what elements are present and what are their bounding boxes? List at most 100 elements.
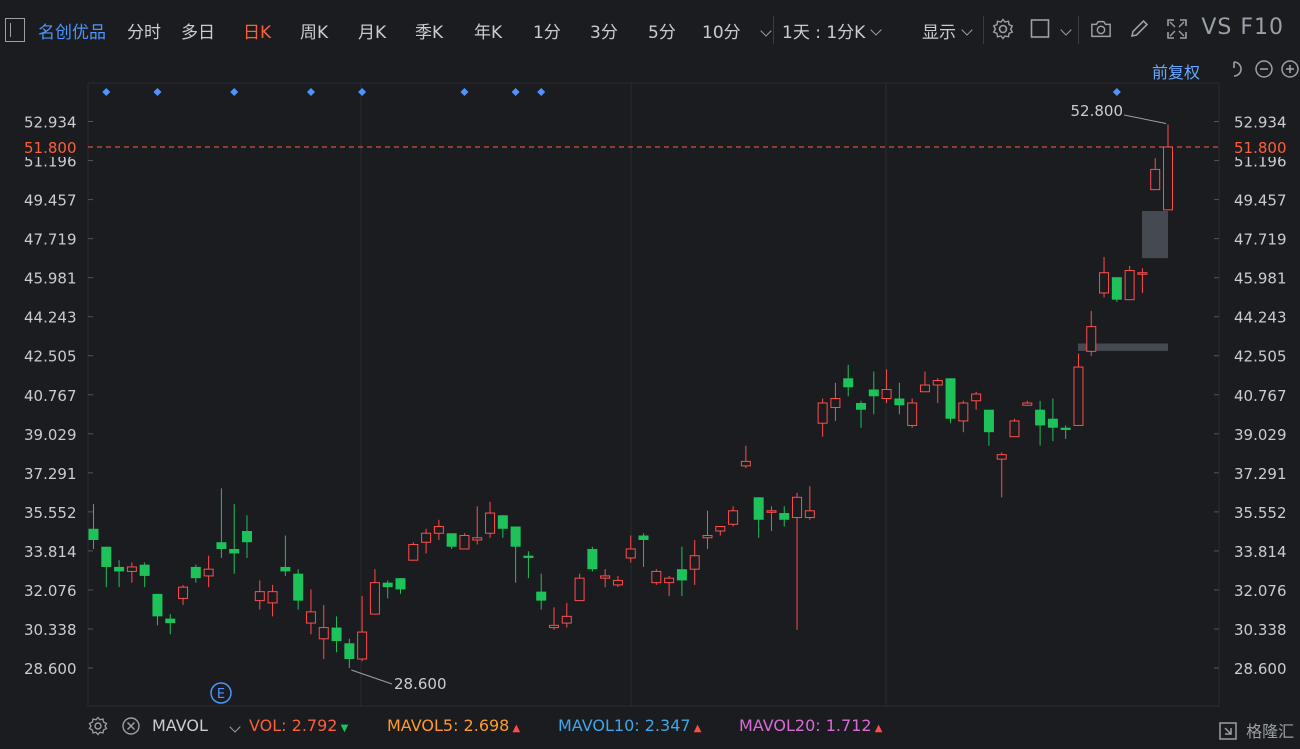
candle-body bbox=[715, 526, 726, 532]
candle-body bbox=[1163, 146, 1173, 211]
candle-body bbox=[1150, 168, 1161, 191]
tab-weekly-k[interactable]: 周K bbox=[300, 23, 329, 43]
candle-body bbox=[804, 510, 815, 519]
tab-5min[interactable]: 5分 bbox=[648, 23, 676, 43]
y-tick-label-right: 51.196 bbox=[1234, 153, 1287, 171]
adjust-mode-label[interactable]: 前复权 bbox=[1152, 63, 1201, 82]
camera-icon[interactable] bbox=[1090, 18, 1112, 40]
tab-yearly-k[interactable]: 年K bbox=[474, 23, 503, 43]
zoom-in-icon[interactable] bbox=[1280, 59, 1300, 79]
candle-body bbox=[114, 566, 125, 572]
close-icon[interactable] bbox=[121, 716, 141, 736]
y-tick-label-left: 49.457 bbox=[24, 192, 77, 210]
tab-monthly-k[interactable]: 月K bbox=[358, 23, 387, 43]
candle-body bbox=[293, 573, 304, 601]
indicator-label: VOL: bbox=[249, 716, 287, 735]
tab-3min[interactable]: 3分 bbox=[590, 23, 618, 43]
candle-body bbox=[331, 627, 342, 642]
y-tick-label-right: 39.029 bbox=[1234, 426, 1287, 444]
candle-body bbox=[459, 534, 470, 550]
period-select[interactable]: 1天 : 1分K bbox=[782, 18, 882, 43]
candle-body bbox=[792, 496, 803, 519]
divider bbox=[1078, 16, 1079, 44]
sidebar-toggle-icon[interactable] bbox=[5, 18, 25, 42]
indicator-value: 2.347 bbox=[639, 716, 691, 735]
event-marker-icon bbox=[1112, 88, 1121, 96]
chevron-down-icon[interactable] bbox=[229, 721, 241, 733]
max-price-label: 52.800 bbox=[1071, 102, 1124, 120]
brand-label[interactable]: VS F10 bbox=[1201, 15, 1284, 40]
divider bbox=[773, 16, 774, 44]
candle-body bbox=[587, 548, 598, 570]
indicator-name[interactable]: MAVOL bbox=[152, 716, 208, 735]
candle-body bbox=[740, 460, 751, 467]
candle-body bbox=[664, 577, 675, 584]
arrow-down-icon: ▼ bbox=[337, 723, 349, 734]
y-tick-label-left: 28.600 bbox=[24, 660, 77, 678]
candle-body bbox=[1022, 402, 1033, 406]
pencil-icon[interactable] bbox=[1128, 18, 1150, 40]
toolbar: 名创优品 分时 多日 日K 周K 月K 季K 年K 1分 3分 5分 10分 1… bbox=[0, 0, 1300, 60]
divider bbox=[983, 16, 984, 44]
min-price-leader bbox=[351, 669, 393, 685]
candle-body bbox=[165, 618, 176, 624]
watermark-logo: 格隆汇 bbox=[1219, 718, 1294, 742]
tab-quarterly-k[interactable]: 季K bbox=[415, 23, 444, 43]
y-tick-label-right: 28.600 bbox=[1234, 660, 1287, 678]
arrow-up-icon: ▲ bbox=[509, 723, 521, 734]
y-tick-label-left: 32.076 bbox=[24, 582, 77, 600]
display-menu[interactable]: 显示 bbox=[922, 18, 973, 43]
candle-body bbox=[178, 586, 189, 599]
y-tick-label-left: 44.243 bbox=[24, 309, 77, 327]
tab-intraday[interactable]: 分时 bbox=[127, 23, 161, 43]
candle-body bbox=[971, 393, 982, 402]
indicator-label: MAVOL10: bbox=[558, 716, 640, 735]
tab-daily-k[interactable]: 日K bbox=[243, 23, 272, 43]
candle-body bbox=[638, 535, 649, 540]
indicator-value: 1.712 bbox=[820, 716, 872, 735]
undo-icon[interactable] bbox=[1226, 59, 1248, 79]
tab-multi-day[interactable]: 多日 bbox=[181, 23, 215, 43]
candle-body bbox=[1099, 272, 1110, 294]
event-marker-icon bbox=[511, 88, 520, 96]
y-tick-label-left: 35.552 bbox=[24, 504, 77, 522]
max-price-leader bbox=[1123, 114, 1167, 124]
tab-10min[interactable]: 10分 bbox=[702, 23, 741, 43]
checkbox-icon[interactable] bbox=[1030, 18, 1052, 40]
candle-body bbox=[216, 542, 227, 549]
candle-body bbox=[549, 624, 559, 629]
candle-body bbox=[600, 575, 611, 579]
candle-body bbox=[932, 380, 943, 386]
candle-body bbox=[1137, 272, 1148, 275]
zoom-out-icon[interactable] bbox=[1254, 59, 1274, 79]
candle-body bbox=[996, 454, 1007, 460]
candle-body bbox=[101, 546, 112, 567]
gear-icon[interactable] bbox=[992, 18, 1014, 40]
y-tick-label-right: 35.552 bbox=[1234, 504, 1287, 522]
candle-body bbox=[983, 409, 994, 433]
watermark-text: 格隆汇 bbox=[1246, 722, 1295, 741]
event-marker-icon bbox=[358, 88, 367, 96]
candle-body bbox=[267, 591, 278, 604]
y-tick-label-right: 32.076 bbox=[1234, 582, 1287, 600]
stock-name[interactable]: 名创优品 bbox=[38, 23, 106, 43]
current-price-tag-bg bbox=[1221, 136, 1300, 157]
candle-body bbox=[702, 534, 713, 539]
tab-1min[interactable]: 1分 bbox=[533, 23, 561, 43]
fullscreen-icon[interactable] bbox=[1166, 18, 1188, 40]
candle-body bbox=[856, 402, 866, 410]
indicator-label: MAVOL20: bbox=[739, 716, 821, 735]
candle-body bbox=[1047, 418, 1058, 428]
candle-body bbox=[369, 582, 380, 615]
candle-body bbox=[536, 591, 547, 601]
indicator-item: MAVOL10: 2.347 ▲ bbox=[558, 716, 701, 735]
event-marker-icon bbox=[102, 88, 111, 96]
candle-body bbox=[485, 512, 496, 534]
candle-body bbox=[728, 510, 739, 525]
y-tick-label-left: 52.934 bbox=[24, 114, 77, 132]
candle-body bbox=[344, 643, 355, 660]
y-tick-label-right: 45.981 bbox=[1234, 270, 1287, 288]
watermark-icon bbox=[1219, 722, 1237, 740]
gear-icon[interactable] bbox=[88, 716, 108, 736]
